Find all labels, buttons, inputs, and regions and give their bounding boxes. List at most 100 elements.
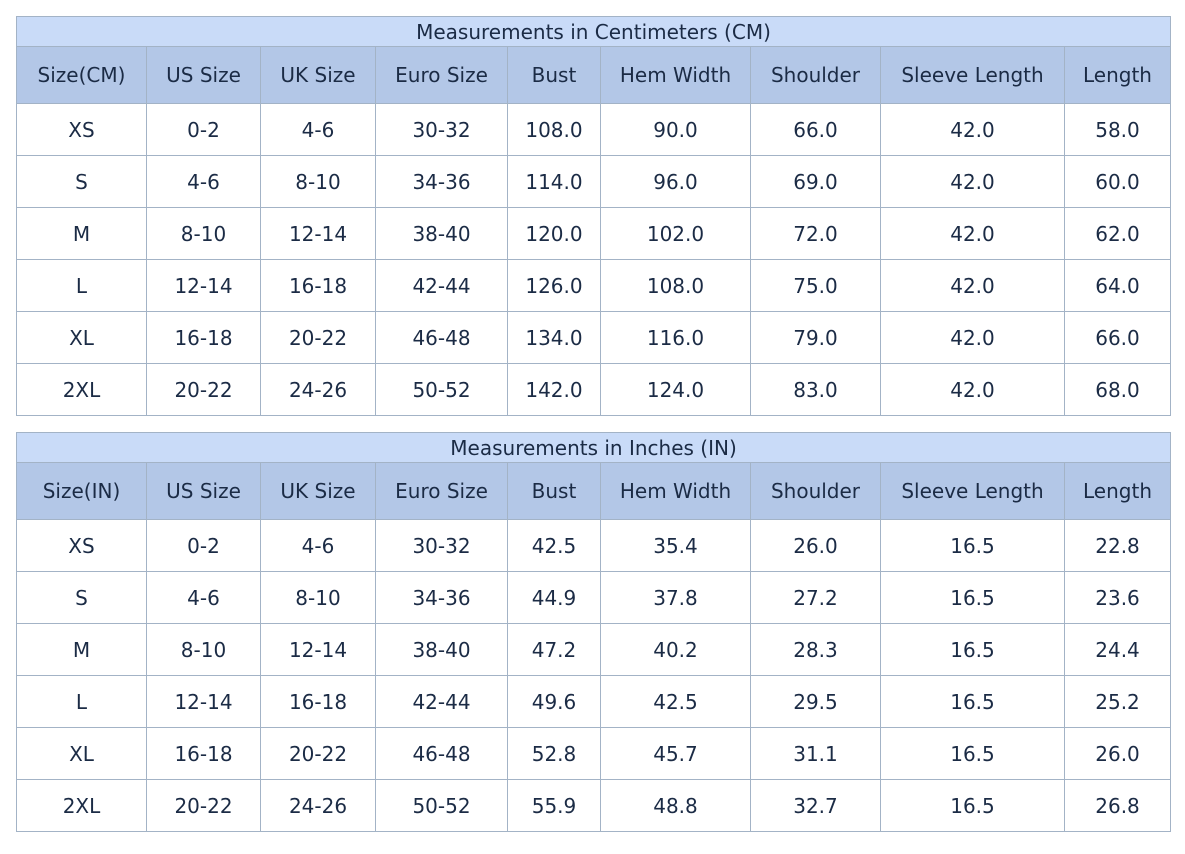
cell: 90.0	[600, 103, 751, 156]
cell: 142.0	[507, 363, 601, 416]
cell: 29.5	[750, 675, 881, 728]
data-row: XL 16-18 20-22 46-48 134.0 116.0 79.0 42.0 66.0	[16, 311, 1171, 364]
cell: 48.8	[600, 779, 751, 832]
cell: 68.0	[1064, 363, 1171, 416]
cell: 16.5	[880, 519, 1065, 572]
cell: 28.3	[750, 623, 881, 676]
cell: 46-48	[375, 727, 508, 780]
cell: 134.0	[507, 311, 601, 364]
column-header: Sleeve Length	[880, 46, 1065, 104]
cell: 38-40	[375, 623, 508, 676]
cell: 102.0	[600, 207, 751, 260]
table-title: Measurements in Inches (IN)	[15, 432, 1172, 463]
cell: 20-22	[260, 311, 376, 364]
cell: 116.0	[600, 311, 751, 364]
cell: 4-6	[146, 571, 261, 624]
title-row: Measurements in Inches (IN)	[15, 432, 1172, 463]
data-row: M 8-10 12-14 38-40 120.0 102.0 72.0 42.0 62.0	[16, 207, 1171, 260]
column-header: Length	[1064, 46, 1171, 104]
cell: 49.6	[507, 675, 601, 728]
header-row: Size(IN) US Size UK Size Euro Size Bust Hem W…	[16, 462, 1172, 520]
cell: 42.0	[880, 363, 1065, 416]
cell: 64.0	[1064, 259, 1171, 312]
cell: 4-6	[146, 155, 261, 208]
cell: 16-18	[260, 675, 376, 728]
cell: 58.0	[1064, 103, 1171, 156]
cell: 34-36	[375, 571, 508, 624]
cell: 30-32	[375, 519, 508, 572]
cell: 126.0	[507, 259, 601, 312]
cell: 16.5	[880, 727, 1065, 780]
cell: 16.5	[880, 571, 1065, 624]
cell: 42.0	[880, 155, 1065, 208]
cell: 42.0	[880, 207, 1065, 260]
cell: 42-44	[375, 259, 508, 312]
cell: 52.8	[507, 727, 601, 780]
column-header: Euro Size	[375, 46, 508, 104]
cell: 8-10	[146, 207, 261, 260]
cell: 79.0	[750, 311, 881, 364]
cell: 2XL	[16, 779, 147, 832]
cell: 50-52	[375, 779, 508, 832]
cell: 16-18	[146, 727, 261, 780]
cell: S	[16, 155, 147, 208]
cell: 37.8	[600, 571, 751, 624]
cell: 108.0	[507, 103, 601, 156]
column-header: US Size	[146, 462, 261, 520]
data-row: M 8-10 12-14 38-40 47.2 40.2 28.3 16.5 24.4	[16, 623, 1172, 676]
cell: 16.5	[880, 623, 1065, 676]
cell: 75.0	[750, 259, 881, 312]
cell: 0-2	[146, 103, 261, 156]
data-row: S 4-6 8-10 34-36 44.9 37.8 27.2 16.5 23.6	[16, 571, 1172, 624]
cell: 50-52	[375, 363, 508, 416]
data-row: L 12-14 16-18 42-44 126.0 108.0 75.0 42.0 64.0	[16, 259, 1171, 312]
data-row: S 4-6 8-10 34-36 114.0 96.0 69.0 42.0 60.0	[16, 155, 1171, 208]
table-title: Measurements in Centimeters (CM)	[16, 16, 1171, 47]
cell: 62.0	[1064, 207, 1171, 260]
cell: XS	[16, 103, 147, 156]
cell: 69.0	[750, 155, 881, 208]
cell: 60.0	[1064, 155, 1171, 208]
cell: XL	[16, 311, 147, 364]
column-header: UK Size	[260, 462, 376, 520]
column-header: Size(IN)	[16, 462, 147, 520]
cell: XS	[16, 519, 147, 572]
cell: 47.2	[507, 623, 601, 676]
column-header: UK Size	[260, 46, 376, 104]
data-row: L 12-14 16-18 42-44 49.6 42.5 29.5 16.5 25.2	[16, 675, 1172, 728]
cell: XL	[16, 727, 147, 780]
cell: 45.7	[600, 727, 751, 780]
cell: 35.4	[600, 519, 751, 572]
cell: 25.2	[1063, 675, 1172, 728]
cell: 22.8	[1063, 519, 1172, 572]
cell: 42.0	[880, 259, 1065, 312]
cell: 34-36	[375, 155, 508, 208]
cell: 83.0	[750, 363, 881, 416]
cell: 16.5	[880, 779, 1065, 832]
cell: L	[16, 675, 147, 728]
cell: M	[16, 623, 147, 676]
cell: 4-6	[260, 519, 376, 572]
cell: 24-26	[260, 779, 376, 832]
cell: 114.0	[507, 155, 601, 208]
cell: 24.4	[1063, 623, 1172, 676]
cell: 31.1	[750, 727, 881, 780]
data-row: 2XL 20-22 24-26 50-52 142.0 124.0 83.0 42.0 68.0	[16, 363, 1171, 416]
cell: 120.0	[507, 207, 601, 260]
column-header: Size(CM)	[16, 46, 147, 104]
cell: 16-18	[146, 311, 261, 364]
cell: 8-10	[260, 155, 376, 208]
data-row: XL 16-18 20-22 46-48 52.8 45.7 31.1 16.5 26.0	[16, 727, 1172, 780]
column-header: Bust	[507, 462, 601, 520]
cell: 16.5	[880, 675, 1065, 728]
cell: 23.6	[1063, 571, 1172, 624]
cell: 42.5	[600, 675, 751, 728]
cell: 55.9	[507, 779, 601, 832]
column-header: Hem Width	[600, 46, 751, 104]
cell: 46-48	[375, 311, 508, 364]
cell: 24-26	[260, 363, 376, 416]
cell: 66.0	[750, 103, 881, 156]
cell: 27.2	[750, 571, 881, 624]
cell: 26.0	[1063, 727, 1172, 780]
